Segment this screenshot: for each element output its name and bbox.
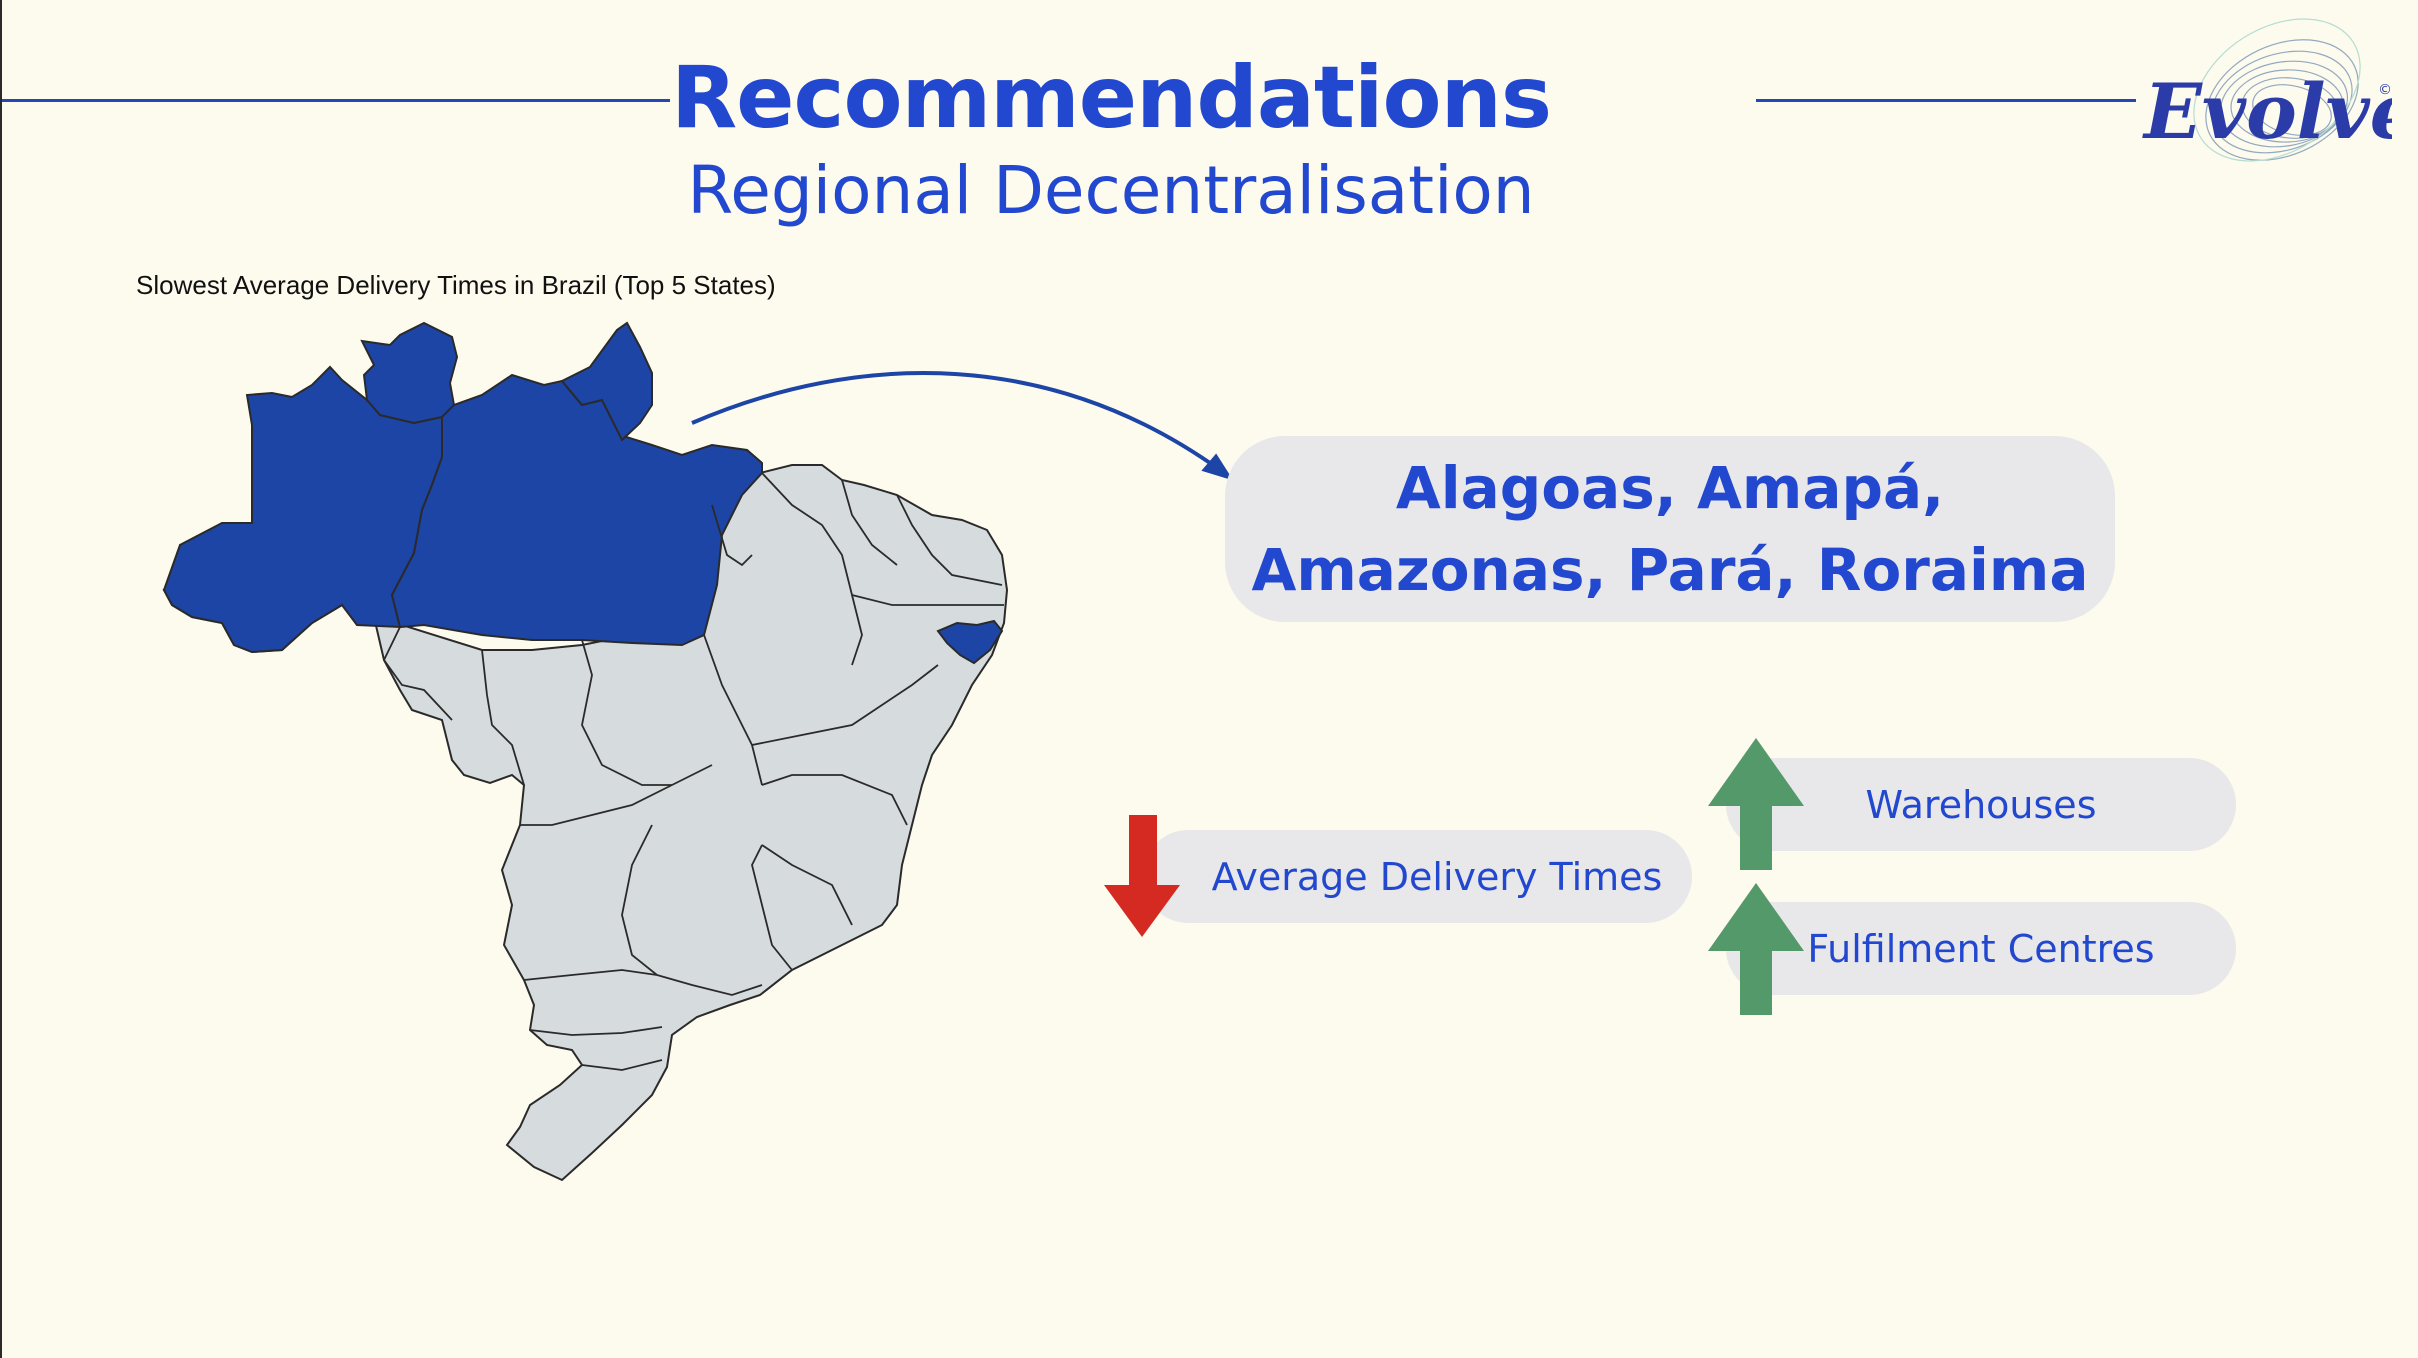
logo-wordmark: Evolve <box>2142 67 2392 156</box>
states-callout-line-2: Amazonas, Pará, Roraima <box>1251 536 2089 604</box>
indicator-delivery-times: Average Delivery Times <box>1142 830 1692 923</box>
map-caption: Slowest Average Delivery Times in Brazil… <box>136 270 776 300</box>
header-rule-left <box>2 99 670 102</box>
indicator-fulfilment-centres-label: Fulfilment Centres <box>1807 926 2155 971</box>
map-state-amapa <box>560 321 653 442</box>
brazil-map <box>162 321 1009 1182</box>
indicator-fulfilment-centres: Fulfilment Centres <box>1726 902 2236 995</box>
map-state-para <box>390 373 763 647</box>
indicator-warehouses: Warehouses <box>1726 758 2236 851</box>
states-callout-line-1: Alagoas, Amapá, <box>1395 454 1945 522</box>
indicator-warehouses-label: Warehouses <box>1865 782 2097 827</box>
page-subtitle: Regional Decentralisation <box>687 152 1535 229</box>
page-title: Recommendations <box>670 48 1552 148</box>
map-state-roraima <box>360 321 459 425</box>
logo-swirl-icon <box>2193 18 2361 162</box>
arrow-up-icon <box>1708 883 1804 1015</box>
indicator-delivery-times-label: Average Delivery Times <box>1211 854 1663 899</box>
arrow-down-icon <box>1104 815 1180 937</box>
map-state-alagoas <box>936 619 1004 665</box>
states-callout: Alagoas, Amapá, Amazonas, Pará, Roraima <box>1225 436 2115 622</box>
arrowhead-icon <box>1201 453 1234 481</box>
arrow-up-icon <box>1708 738 1804 870</box>
header-rule-right <box>1756 99 2136 102</box>
map-internal-borders <box>382 472 1004 1071</box>
evolve-logo: Evolve © <box>2142 18 2392 162</box>
logo-registered-mark: © <box>2378 82 2392 98</box>
